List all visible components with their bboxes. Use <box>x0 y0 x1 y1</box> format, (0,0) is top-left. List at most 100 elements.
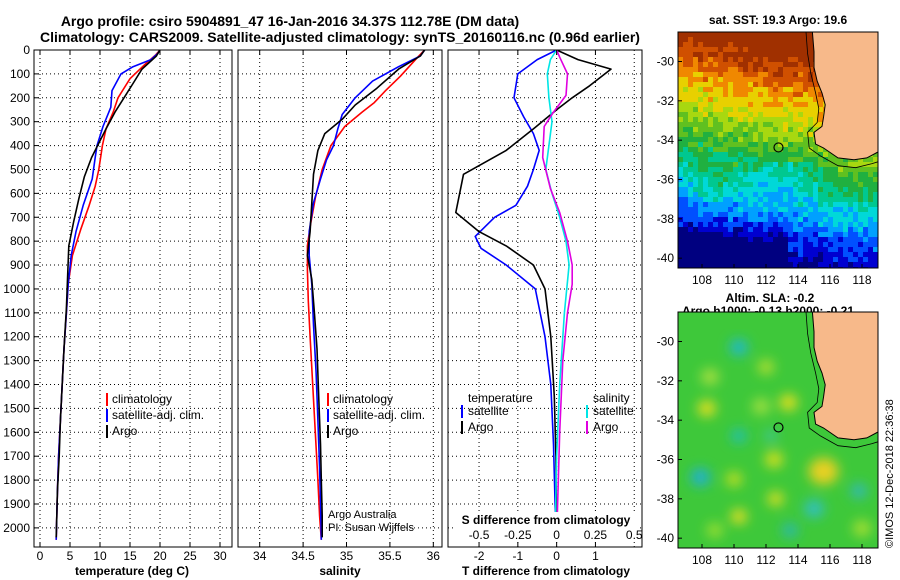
sst-cell <box>788 52 794 58</box>
sst-cell <box>828 152 834 158</box>
sst-cell <box>818 147 824 153</box>
sst-cell <box>868 262 874 268</box>
map-y-tick-label: -30 <box>657 335 675 349</box>
sst-cell <box>843 257 849 263</box>
sst-cell <box>868 182 874 188</box>
sst-cell <box>748 32 754 38</box>
sst-cell <box>723 187 729 193</box>
sst-cell <box>688 122 694 128</box>
temperature-legend: climatology satellite-adj. clim. Argo <box>106 392 204 438</box>
sst-cell <box>743 62 749 68</box>
sst-cell <box>763 52 769 58</box>
sst-cell <box>743 172 749 178</box>
sst-cell <box>803 192 809 198</box>
sst-cell <box>838 167 844 173</box>
sst-cell <box>718 157 724 163</box>
sst-cell <box>693 77 699 83</box>
sst-cell <box>693 192 699 198</box>
sst-cell <box>748 167 754 173</box>
temperature-panel: 0100200300400500600700800900100011001200… <box>3 43 233 578</box>
depth-tick-label: 600 <box>10 186 30 200</box>
title-line-1: Argo profile: csiro 5904891_47 16-Jan-20… <box>61 13 519 29</box>
sst-cell <box>728 122 734 128</box>
sst-cell <box>788 192 794 198</box>
sst-cell <box>688 92 694 98</box>
sst-cell <box>703 247 709 253</box>
sst-cell <box>738 177 744 183</box>
sst-cell <box>773 167 779 173</box>
sst-cell <box>708 32 714 38</box>
legend-label-argo: Argo <box>333 424 359 438</box>
sst-cell <box>773 177 779 183</box>
sst-cell <box>778 222 784 228</box>
sst-cell <box>678 162 684 168</box>
sst-cell <box>758 202 764 208</box>
sst-cell <box>753 172 759 178</box>
sst-cell <box>783 132 789 138</box>
sst-cell <box>773 262 779 268</box>
legend-label-s-argo: Argo <box>593 420 619 434</box>
sst-cell <box>698 172 704 178</box>
sst-cell <box>698 137 704 143</box>
sst-cell <box>773 62 779 68</box>
sst-cell <box>798 152 804 158</box>
sst-cell <box>698 222 704 228</box>
sst-cell <box>793 82 799 88</box>
sst-cell <box>778 227 784 233</box>
sst-cell <box>708 112 714 118</box>
map-y-tick-label: -30 <box>657 55 675 69</box>
sst-cell <box>758 232 764 238</box>
sst-cell <box>813 172 819 178</box>
sst-cell <box>858 172 864 178</box>
sst-cell <box>833 197 839 203</box>
sst-cell <box>838 162 844 168</box>
sst-cell <box>738 162 744 168</box>
sst-cell <box>838 227 844 233</box>
sst-cell <box>768 247 774 253</box>
sst-cell <box>773 247 779 253</box>
sst-cell <box>853 257 859 263</box>
sst-cell <box>778 37 784 43</box>
sst-cell <box>833 177 839 183</box>
sla-anomaly <box>729 339 748 356</box>
sst-cell <box>698 202 704 208</box>
sst-cell <box>753 222 759 228</box>
sst-cell <box>828 197 834 203</box>
sst-cell <box>788 152 794 158</box>
sst-cell <box>793 132 799 138</box>
sst-cell <box>753 32 759 38</box>
sst-cell <box>763 207 769 213</box>
sst-cell <box>793 182 799 188</box>
sst-cell <box>688 162 694 168</box>
sst-cell <box>843 172 849 178</box>
sst-cell <box>713 37 719 43</box>
sst-cell <box>763 252 769 258</box>
sst-cell <box>788 137 794 143</box>
sst-cell <box>858 182 864 188</box>
sst-cell <box>793 147 799 153</box>
sst-cell <box>803 197 809 203</box>
sst-cell <box>783 162 789 168</box>
sst-cell <box>808 147 814 153</box>
sst-cell <box>703 167 709 173</box>
sst-cell <box>708 262 714 268</box>
sst-cell <box>798 262 804 268</box>
sst-cell <box>718 127 724 133</box>
sst-cell <box>743 142 749 148</box>
sst-cell <box>793 217 799 223</box>
sst-cell <box>783 227 789 233</box>
sst-cell <box>823 207 829 213</box>
sst-cell <box>868 197 874 203</box>
sst-cell <box>748 112 754 118</box>
sst-cell <box>713 147 719 153</box>
sst-cell <box>798 232 804 238</box>
sst-cell <box>838 262 844 268</box>
sst-cell <box>698 37 704 43</box>
sst-cell <box>818 207 824 213</box>
sst-cell <box>723 122 729 128</box>
sst-cell <box>703 122 709 128</box>
sst-cell <box>763 222 769 228</box>
sst-cell <box>698 47 704 53</box>
sst-cell <box>773 52 779 58</box>
sst-cell <box>733 222 739 228</box>
